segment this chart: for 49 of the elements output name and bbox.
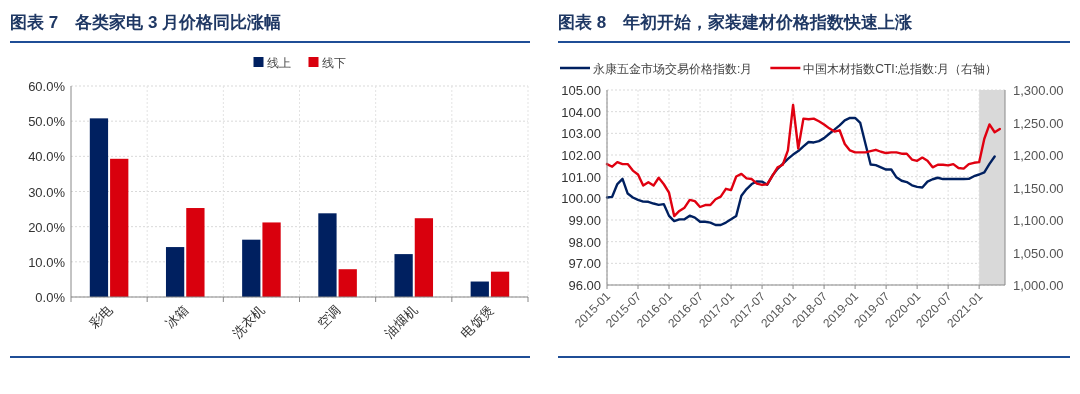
legend-label: 线上 [266, 56, 291, 70]
x-tick-label: 洗衣机 [229, 302, 268, 341]
bar [110, 158, 129, 297]
y-tick-label: 96.00 [568, 278, 601, 293]
bar [490, 271, 510, 297]
line-series [605, 103, 1002, 218]
y2-tick-label: 1,300.00 [1013, 83, 1064, 98]
y-tick-label: 97.00 [568, 256, 601, 272]
y2-tick-label: 1,100.00 [1013, 213, 1064, 228]
y-tick-label: 60.0% [28, 79, 66, 94]
x-tick-label: 电饭煲 [457, 302, 497, 341]
bar [89, 118, 109, 297]
y-tick-label: 10.0% [28, 254, 66, 270]
x-tick-label: 空调 [314, 302, 344, 332]
x-tick-label: 油烟机 [381, 302, 420, 341]
bar [242, 239, 261, 297]
y-tick-label: 100.00 [561, 191, 601, 207]
chart-title: 图表 8 年初开始，家装建材价格指数快速上涨 [558, 13, 914, 32]
legend-label: 中国木材指数CTI:总指数:月（右轴） [803, 62, 998, 76]
legend-label: 线下 [321, 56, 346, 70]
y-tick-label: 104.00 [561, 104, 601, 120]
y2-tick-label: 1,000.00 [1013, 278, 1064, 293]
y-tick-label: 105.00 [561, 83, 601, 98]
y-tick-label: 98.00 [568, 234, 601, 250]
y-tick-label: 40.0% [28, 149, 66, 165]
x-tick-label: 彩电 [86, 302, 116, 332]
bar [318, 213, 337, 297]
chart-title: 图表 7 各类家电 3 月价格同比涨幅 [10, 13, 282, 32]
y-tick-label: 101.00 [561, 169, 601, 185]
x-tick-label: 冰箱 [162, 302, 192, 332]
y-tick-label: 20.0% [28, 219, 66, 235]
bar [414, 218, 434, 297]
bar [338, 269, 357, 297]
line-series [605, 116, 996, 227]
y2-tick-label: 1,250.00 [1013, 115, 1064, 131]
y2-tick-label: 1,050.00 [1013, 245, 1064, 261]
y-tick-label: 30.0% [28, 184, 66, 200]
y-tick-label: 50.0% [28, 114, 66, 130]
y-tick-label: 0.0% [35, 290, 66, 305]
y2-tick-label: 1,200.00 [1013, 148, 1064, 163]
bar [262, 222, 281, 297]
y2-tick-label: 1,150.00 [1013, 180, 1064, 196]
bar [394, 254, 413, 297]
y-tick-label: 102.00 [561, 148, 601, 163]
y-tick-label: 99.00 [568, 213, 601, 228]
y-tick-label: 103.00 [561, 126, 601, 142]
legend-label: 永康五金市场交易价格指数:月 [593, 62, 753, 76]
bar [165, 247, 185, 297]
bar [186, 208, 205, 297]
